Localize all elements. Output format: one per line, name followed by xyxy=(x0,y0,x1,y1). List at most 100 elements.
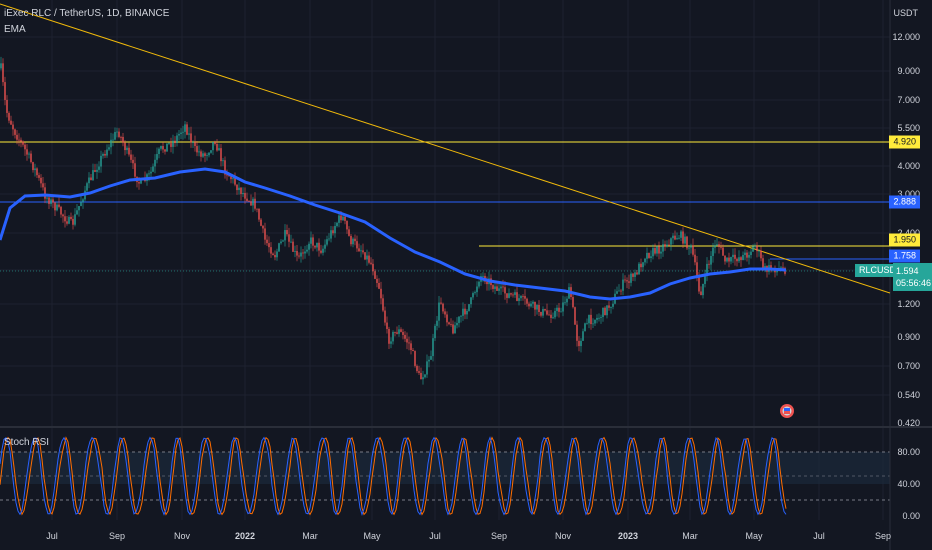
candle-body xyxy=(176,135,178,144)
candle-body xyxy=(382,298,384,311)
candle-body xyxy=(66,221,68,224)
symbol-badge[interactable]: RLCUSDT xyxy=(855,264,906,277)
candle-body xyxy=(196,146,198,153)
candle-body xyxy=(552,317,554,319)
price-tick: 5.500 xyxy=(897,123,920,133)
candle-body xyxy=(526,298,528,304)
candle-body xyxy=(334,226,336,234)
candle-body xyxy=(44,187,46,199)
candle-body xyxy=(344,216,346,221)
candle-body xyxy=(450,324,452,325)
candle-body xyxy=(402,331,404,335)
candle-body xyxy=(310,237,312,244)
candle-body xyxy=(330,230,332,239)
candle-body xyxy=(698,276,700,292)
level-badge-1950[interactable]: 1.950 xyxy=(889,233,920,247)
candle-body xyxy=(452,324,454,334)
candle-body xyxy=(380,288,382,299)
candle-body xyxy=(426,361,428,375)
candle-body xyxy=(104,153,106,156)
candle-body xyxy=(428,359,430,362)
candle-body xyxy=(248,201,250,202)
candle-body xyxy=(436,320,438,326)
candle-body xyxy=(324,244,326,249)
candle-body xyxy=(162,146,164,150)
candle-body xyxy=(580,340,582,347)
candle-body xyxy=(658,246,660,254)
candle-body xyxy=(538,304,540,312)
candle-body xyxy=(304,251,306,254)
candle-body xyxy=(184,124,186,132)
candle-body xyxy=(294,250,296,252)
candle-body xyxy=(346,220,348,230)
candle-body xyxy=(600,317,602,318)
candle-body xyxy=(226,174,228,176)
candle-body xyxy=(122,136,124,143)
bar-countdown: 05:56:46 xyxy=(896,278,932,288)
candle-body xyxy=(534,301,536,310)
candle-body xyxy=(54,202,56,211)
candle-body xyxy=(266,239,268,244)
candle-body xyxy=(762,258,764,269)
time-label: 2022 xyxy=(234,531,256,541)
candle-body xyxy=(496,286,498,291)
candle-body xyxy=(198,151,200,153)
candle-body xyxy=(476,286,478,293)
candle-body xyxy=(308,243,310,250)
candle-body xyxy=(342,216,344,221)
candle-body xyxy=(238,187,240,191)
candle-body xyxy=(446,314,448,323)
candle-body xyxy=(730,257,732,262)
candle-body xyxy=(206,155,208,157)
candle-body xyxy=(412,349,414,352)
level-badge-4920[interactable]: 4.920 xyxy=(889,135,920,149)
candle-body xyxy=(606,305,608,316)
candle-body xyxy=(28,153,30,155)
candle-body xyxy=(214,141,216,144)
candle-body xyxy=(224,160,226,175)
candle-body xyxy=(690,245,692,248)
candle-body xyxy=(174,140,176,144)
chart-title[interactable]: iExec RLC / TetherUS, 1D, BINANCE xyxy=(4,8,170,19)
stoch-d-line xyxy=(0,436,787,516)
indicator-label-ema[interactable]: EMA xyxy=(4,24,26,35)
candle-body xyxy=(50,199,52,205)
level-badge-2888[interactable]: 2.888 xyxy=(889,195,920,209)
candle-body xyxy=(24,144,26,150)
candle-body xyxy=(758,250,760,252)
candle-body xyxy=(664,244,666,247)
time-label: Jul xyxy=(813,531,825,541)
candle-body xyxy=(640,263,642,268)
candle-body xyxy=(752,246,754,252)
trendline[interactable] xyxy=(0,3,891,294)
candle-body xyxy=(482,275,484,277)
candle-body xyxy=(112,139,114,141)
candle-body xyxy=(392,331,394,342)
ema-line[interactable] xyxy=(0,167,787,301)
candle-body xyxy=(360,250,362,252)
candle-body xyxy=(354,238,356,242)
candle-body xyxy=(430,356,432,360)
candle-body xyxy=(702,283,704,296)
candle-body xyxy=(40,177,42,184)
candle-body xyxy=(302,252,304,254)
candle-body xyxy=(502,286,504,288)
candle-body xyxy=(692,245,694,255)
candle-body xyxy=(660,251,662,254)
candle-body xyxy=(228,175,230,177)
current-price-badge[interactable]: 1.594 05:56:46 xyxy=(893,263,932,291)
stoch-rsi-label[interactable]: Stoch RSI xyxy=(4,437,50,448)
level-badge-1758[interactable]: 1.758 xyxy=(889,249,920,263)
candle-body xyxy=(288,234,290,242)
candle-body xyxy=(356,241,358,249)
candle-body xyxy=(34,168,36,171)
candle-body xyxy=(72,218,74,225)
candle-body xyxy=(750,251,752,256)
price-tick: 12.000 xyxy=(892,32,920,42)
candle-body xyxy=(612,303,614,307)
candle-body xyxy=(388,328,390,344)
event-flag-icon[interactable] xyxy=(780,404,794,418)
candle-body xyxy=(724,255,726,262)
candle-body xyxy=(554,310,556,318)
